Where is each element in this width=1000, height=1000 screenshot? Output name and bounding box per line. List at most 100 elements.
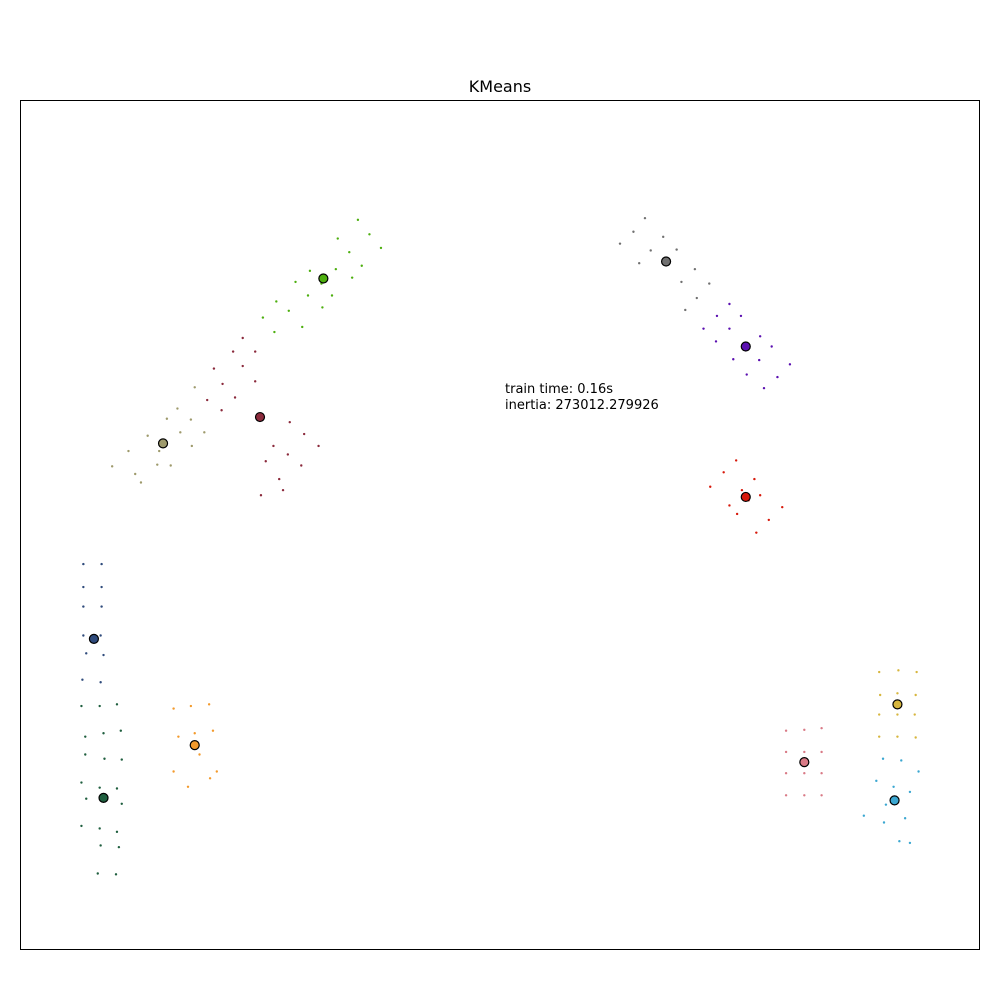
scatter-point bbox=[96, 872, 99, 875]
scatter-point bbox=[82, 585, 85, 589]
scatter-point bbox=[259, 494, 263, 497]
scatter-point bbox=[740, 488, 744, 492]
scatter-point bbox=[758, 358, 761, 362]
scatter-point bbox=[632, 230, 635, 233]
scatter-point bbox=[728, 302, 731, 306]
scatter-point bbox=[784, 794, 788, 797]
cluster-center-marker bbox=[660, 256, 672, 267]
scatter-point bbox=[908, 841, 912, 845]
scatter-point bbox=[115, 830, 119, 834]
scatter-point bbox=[115, 703, 119, 706]
scatter-point bbox=[913, 713, 916, 716]
scatter-point bbox=[82, 634, 85, 637]
scatter-point bbox=[308, 269, 312, 273]
scatter-point bbox=[127, 449, 130, 453]
scatter-point bbox=[278, 477, 281, 481]
scatter-point bbox=[115, 787, 119, 790]
scatter-point bbox=[908, 790, 912, 794]
scatter-point bbox=[231, 350, 235, 353]
scatter-point bbox=[273, 330, 276, 334]
scatter-point bbox=[336, 237, 339, 240]
scatter-point bbox=[350, 276, 354, 279]
scatter-point bbox=[803, 750, 806, 754]
scatter-point bbox=[878, 713, 881, 716]
scatter-point bbox=[875, 779, 878, 783]
scatter-point bbox=[288, 420, 291, 424]
scatter-point bbox=[103, 757, 106, 760]
cluster-center-marker bbox=[98, 792, 109, 803]
chart-title: KMeans bbox=[469, 77, 531, 96]
scatter-point bbox=[212, 367, 216, 370]
scatter-point bbox=[172, 707, 175, 710]
scatter-point bbox=[745, 373, 748, 376]
scatter-point bbox=[917, 770, 920, 773]
scatter-point bbox=[98, 786, 101, 789]
scatter-point bbox=[100, 585, 103, 589]
scatter-point bbox=[99, 844, 102, 847]
scatter-point bbox=[287, 309, 290, 312]
scatter-point bbox=[820, 726, 823, 730]
scatter-point bbox=[758, 335, 762, 338]
scatter-point bbox=[286, 453, 290, 456]
scatter-point bbox=[781, 505, 784, 509]
scatter-point bbox=[211, 729, 215, 732]
scatter-point bbox=[85, 797, 88, 800]
scatter-point bbox=[120, 758, 123, 761]
scatter-point bbox=[317, 444, 320, 448]
scatter-point bbox=[190, 444, 194, 448]
scatter-point bbox=[206, 398, 209, 402]
scatter-point bbox=[301, 325, 304, 329]
scatter-point bbox=[649, 249, 652, 252]
scatter-point bbox=[643, 216, 647, 220]
scatter-point bbox=[334, 267, 338, 271]
scatter-point bbox=[264, 460, 267, 463]
cluster-center-marker bbox=[892, 699, 903, 710]
scatter-point bbox=[803, 794, 806, 797]
scatter-point bbox=[915, 670, 918, 674]
scatter-point bbox=[84, 735, 87, 738]
cluster-center-marker bbox=[88, 633, 100, 645]
scatter-point bbox=[134, 472, 137, 476]
scatter-point bbox=[158, 449, 161, 453]
scatter-point bbox=[693, 267, 697, 271]
scatter-point bbox=[820, 772, 823, 775]
scatter-point bbox=[146, 434, 149, 437]
scatter-point bbox=[193, 732, 196, 735]
scatter-points bbox=[80, 216, 920, 876]
scatter-point bbox=[198, 753, 201, 756]
scatter-point bbox=[715, 314, 719, 318]
scatter-point bbox=[618, 242, 622, 245]
cluster-center-marker bbox=[889, 795, 900, 806]
scatter-point bbox=[881, 757, 885, 760]
scatter-point bbox=[758, 494, 762, 497]
scatter-point bbox=[914, 693, 917, 697]
scatter-point bbox=[709, 485, 712, 488]
scatter-point bbox=[172, 770, 175, 773]
scatter-point bbox=[281, 488, 285, 492]
scatter-point bbox=[739, 314, 743, 318]
scatter-point bbox=[306, 294, 310, 297]
scatter-point bbox=[735, 512, 739, 516]
scatter-point bbox=[321, 306, 324, 309]
scatter-point bbox=[84, 753, 87, 756]
scatter-point bbox=[330, 294, 334, 297]
cluster-center-marker bbox=[157, 438, 169, 449]
scatter-point bbox=[728, 504, 731, 507]
scatter-point bbox=[684, 308, 687, 312]
scatter-point bbox=[675, 248, 678, 251]
scatter-point bbox=[186, 785, 190, 788]
scatter-point bbox=[903, 817, 907, 820]
scatter-point bbox=[878, 670, 881, 674]
scatter-point bbox=[254, 380, 257, 383]
scatter-point bbox=[900, 759, 903, 762]
scatter-point bbox=[156, 463, 159, 466]
scatter-point bbox=[702, 327, 705, 330]
scatter-point bbox=[734, 459, 738, 462]
scatter-point bbox=[732, 358, 735, 361]
scatter-point bbox=[722, 471, 725, 474]
scatter-point bbox=[896, 735, 899, 738]
scatter-point bbox=[215, 770, 218, 773]
scatter-point bbox=[99, 634, 102, 637]
scatter-point bbox=[120, 802, 123, 805]
cluster-centers bbox=[88, 256, 903, 806]
